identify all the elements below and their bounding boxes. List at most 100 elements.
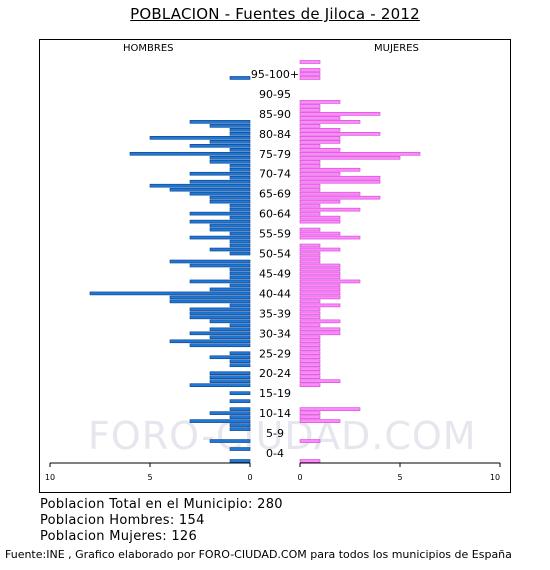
source-footer: Fuente:INE , Grafico elaborado por FORO-… (5, 548, 512, 561)
bar-male-age-59 (209, 223, 251, 228)
age-group-label: 35-39 (259, 307, 291, 320)
age-group-label: 0-4 (266, 447, 284, 460)
age-group-label: 50-54 (259, 248, 291, 261)
bar-male-age-79 (189, 143, 251, 148)
age-group-label: 65-69 (259, 188, 291, 201)
bar-male-age-32 (189, 331, 251, 336)
bar-male-age-57 (229, 231, 251, 236)
bar-male-age-49 (189, 263, 251, 268)
bar-male-age-54 (229, 243, 251, 248)
bar-female-age-24 (299, 363, 321, 368)
bar-female-age-53 (299, 247, 341, 252)
bar-female-age-36 (299, 315, 321, 320)
bar-female-age-31 (299, 335, 321, 340)
bar-female-age-81 (299, 136, 341, 140)
bar-female-age-88 (299, 108, 321, 112)
bar-female-age-11 (299, 415, 321, 419)
bar-male-age-36 (189, 315, 251, 320)
bar-female-age-41 (299, 295, 341, 300)
bar-female-age-56 (299, 235, 361, 240)
bar-male-age-22 (209, 371, 251, 376)
bar-male-age-38 (189, 307, 251, 312)
bar-female-age-39 (299, 303, 341, 308)
bar-male-age-48 (229, 267, 251, 272)
bar-female-age-34 (299, 323, 321, 328)
bar-female-age-27 (299, 351, 321, 356)
bar-male-age-70 (189, 179, 251, 184)
bar-female-age-30 (299, 339, 321, 344)
bar-male-age-44 (229, 283, 251, 288)
bar-female-age-45 (299, 279, 361, 284)
bar-male-age-52 (229, 251, 251, 256)
bar-female-age-38 (299, 307, 321, 312)
left-header: HOMBRES (123, 43, 174, 54)
bar-male-age-66 (209, 195, 251, 200)
bar-male-age-58 (209, 227, 251, 232)
female-x-tick-label: 5 (397, 473, 402, 482)
bar-male-age-5 (209, 439, 251, 443)
bar-male-age-61 (229, 215, 251, 220)
bar-male-age-13 (229, 407, 251, 411)
bar-male-age-65 (209, 199, 251, 204)
bar-male-age-3 (229, 447, 251, 451)
bar-female-age-100 (299, 60, 321, 64)
bar-male-age-34 (229, 323, 251, 328)
bar-female-age-71 (299, 175, 381, 180)
bar-male-age-30 (169, 339, 251, 344)
bar-male-age-11 (229, 415, 251, 419)
bar-female-age-51 (299, 255, 321, 260)
bar-female-age-63 (299, 207, 361, 212)
bar-male-age-55 (229, 239, 251, 244)
bar-female-age-85 (299, 120, 361, 124)
bar-female-age-26 (299, 355, 321, 360)
male-x-tick-label: 5 (147, 473, 152, 482)
age-group-label: 85-90 (259, 108, 291, 121)
bar-female-age-90 (299, 100, 341, 104)
bar-male-age-46 (229, 275, 251, 280)
age-group-label: 90-95 (259, 88, 291, 101)
bar-female-age-76 (299, 155, 401, 160)
bar-female-age-89 (299, 104, 321, 108)
bar-male-age-39 (229, 303, 251, 308)
female-x-tick-label: 10 (490, 473, 500, 482)
bar-female-age-33 (299, 327, 341, 332)
bar-male-age-41 (169, 295, 251, 300)
bar-female-age-47 (299, 271, 341, 276)
bar-female-age-84 (299, 124, 321, 128)
age-group-label: 70-74 (259, 168, 291, 181)
bar-male-age-42 (89, 291, 251, 296)
bar-female-age-60 (299, 219, 341, 224)
bar-female-age-79 (299, 143, 321, 148)
age-group-label: 25-29 (259, 347, 291, 360)
bar-female-age-58 (299, 227, 321, 232)
bar-male-age-67 (189, 191, 251, 196)
bar-female-age-50 (299, 259, 321, 264)
chart-title: POBLACION - Fuentes de Jiloca - 2012 (130, 5, 420, 23)
bar-female-age-77 (299, 151, 421, 156)
bar-female-age-80 (299, 140, 341, 144)
bar-female-age-68 (299, 187, 321, 192)
bar-male-age-71 (229, 175, 251, 180)
bar-female-age-48 (299, 267, 341, 272)
age-group-label: 20-24 (259, 367, 291, 380)
bar-male-age-80 (209, 140, 251, 144)
bar-male-age-56 (189, 235, 251, 240)
bar-male-age-62 (189, 211, 251, 216)
age-group-label: 40-44 (259, 287, 291, 300)
bar-male-age-77 (129, 151, 251, 156)
bar-male-age-40 (169, 299, 251, 304)
bar-female-age-10 (299, 419, 341, 423)
bar-male-age-50 (169, 259, 251, 264)
bar-male-age-26 (209, 355, 251, 360)
bar-male-age-35 (209, 319, 251, 324)
bar-male-age-83 (229, 128, 251, 132)
bar-female-age-44 (299, 283, 341, 288)
bar-male-age-20 (209, 379, 251, 383)
bar-female-age-52 (299, 251, 321, 256)
stat-mujeres: Poblacion Mujeres: 126 (40, 529, 198, 544)
bar-male-age-75 (209, 159, 251, 164)
bar-male-age-78 (229, 147, 251, 152)
bar-female-age-42 (299, 291, 341, 296)
bar-male-age-31 (209, 335, 251, 340)
